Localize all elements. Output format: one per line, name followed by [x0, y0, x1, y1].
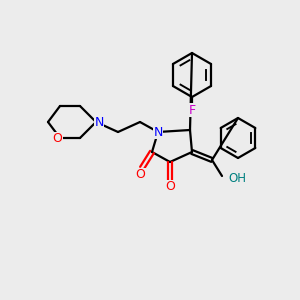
Text: N: N	[94, 116, 104, 130]
Text: O: O	[135, 169, 145, 182]
Text: O: O	[165, 181, 175, 194]
Text: F: F	[188, 103, 196, 116]
Text: N: N	[153, 125, 163, 139]
Text: O: O	[52, 133, 62, 146]
Text: OH: OH	[228, 172, 246, 184]
